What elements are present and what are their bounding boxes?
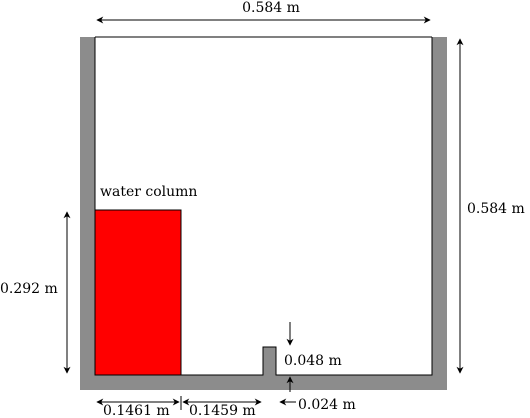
water-column-label: water column <box>100 184 197 200</box>
obstacle-width-label: 0.024 m <box>298 397 356 413</box>
water-width-label: 0.1461 m <box>103 403 170 418</box>
obstacle-height-label: 0.048 m <box>284 353 342 369</box>
water-column <box>94 209 182 376</box>
water-height-label: 0.292 m <box>0 281 58 297</box>
gap-width-label: 0.1459 m <box>189 403 256 418</box>
top-width-label: 0.584 m <box>242 0 300 16</box>
right-height-label: 0.584 m <box>467 201 525 217</box>
